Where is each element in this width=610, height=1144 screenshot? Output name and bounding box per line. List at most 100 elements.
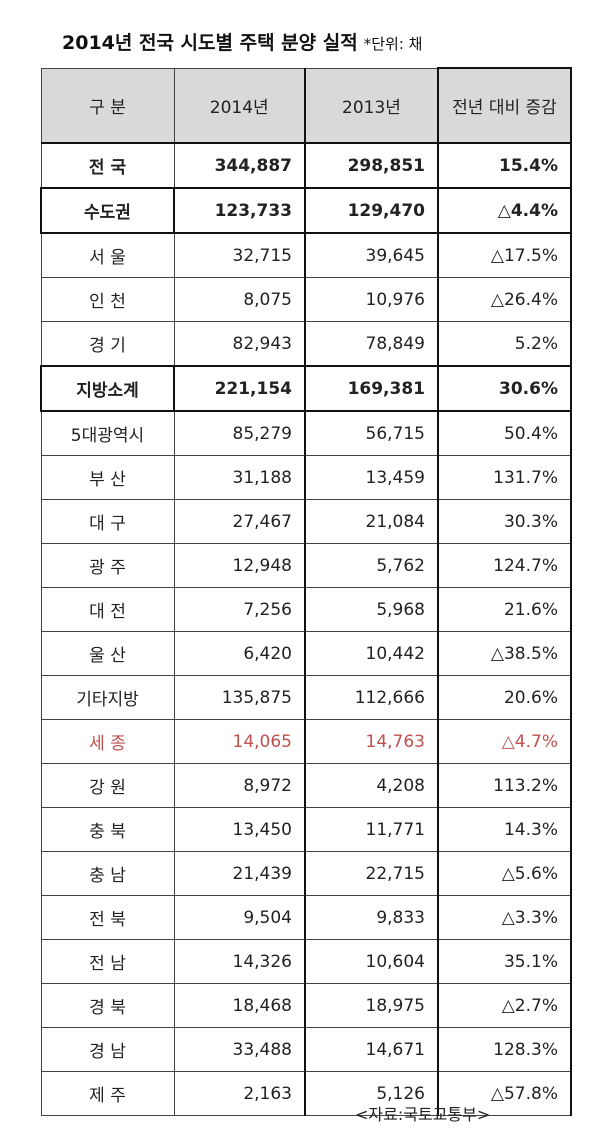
value-2013: 14,671 xyxy=(304,1027,439,1072)
value-2013: 18,975 xyxy=(304,983,439,1028)
row-label: 서 울 xyxy=(40,232,175,278)
value-2014: 14,065 xyxy=(173,719,306,764)
value-change: 20.6% xyxy=(437,675,572,720)
table-row: 지방소계 221,154 169,381 30.6% xyxy=(40,365,572,412)
value-2014: 21,439 xyxy=(173,851,306,896)
table-row: 부 산 31,188 13,459 131.7% xyxy=(40,455,572,500)
value-change: 30.6% xyxy=(437,365,572,412)
unit-note: *단위: 채 xyxy=(363,35,423,53)
value-2013: 10,604 xyxy=(304,939,439,984)
value-2013: 129,470 xyxy=(304,187,439,234)
value-2013: 78,849 xyxy=(304,321,439,367)
table-row: 전 국 344,887 298,851 15.4% xyxy=(40,142,572,189)
value-2013: 10,976 xyxy=(304,277,439,322)
row-label: 대 구 xyxy=(40,499,175,544)
value-2014: 8,972 xyxy=(173,763,306,808)
row-label: 전 국 xyxy=(40,142,175,189)
value-2014: 18,468 xyxy=(173,983,306,1028)
value-2013: 9,833 xyxy=(304,895,439,940)
table-row: 광 주 12,948 5,762 124.7% xyxy=(40,543,572,588)
value-2014: 33,488 xyxy=(173,1027,306,1072)
value-2014: 13,450 xyxy=(173,807,306,852)
value-2013: 5,762 xyxy=(304,543,439,588)
value-change: 124.7% xyxy=(437,543,572,588)
value-change: 50.4% xyxy=(437,410,572,456)
row-label: 충 북 xyxy=(40,807,175,852)
row-label: 지방소계 xyxy=(40,365,175,412)
table-row: 서 울 32,715 39,645 △17.5% xyxy=(40,232,572,278)
row-label: 경 기 xyxy=(40,321,175,367)
row-label: 경 남 xyxy=(40,1027,175,1072)
table-row: 전 남 14,326 10,604 35.1% xyxy=(40,939,572,984)
value-2014: 82,943 xyxy=(173,321,306,367)
value-change: △17.5% xyxy=(437,232,572,278)
table-row: 충 남 21,439 22,715 △5.6% xyxy=(40,851,572,896)
table-row: 대 전 7,256 5,968 21.6% xyxy=(40,587,572,632)
row-label: 수도권 xyxy=(40,187,175,234)
row-label: 부 산 xyxy=(40,455,175,500)
value-change: △2.7% xyxy=(437,983,572,1028)
title-text: 2014년 전국 시도별 주택 분양 실적 xyxy=(62,32,358,54)
value-2014: 123,733 xyxy=(173,187,306,234)
value-change: 5.2% xyxy=(437,321,572,367)
value-2013: 5,126 xyxy=(304,1071,439,1116)
source-note: <자료:국토교통부> xyxy=(355,1105,491,1124)
value-change: △3.3% xyxy=(437,895,572,940)
value-2013: 39,645 xyxy=(304,232,439,278)
value-2014: 32,715 xyxy=(173,232,306,278)
value-change: 14.3% xyxy=(437,807,572,852)
value-change: △4.4% xyxy=(437,187,572,234)
value-change: △38.5% xyxy=(437,631,572,676)
page-title: 2014년 전국 시도별 주택 분양 실적 *단위: 채 xyxy=(62,28,582,58)
row-label: 강 원 xyxy=(40,763,175,808)
value-2013: 4,208 xyxy=(304,763,439,808)
row-label: 광 주 xyxy=(40,543,175,588)
value-2013: 112,666 xyxy=(304,675,439,720)
value-2013: 10,442 xyxy=(304,631,439,676)
value-change: 30.3% xyxy=(437,499,572,544)
header-2014: 2014년 xyxy=(173,67,306,144)
value-2014: 9,504 xyxy=(173,895,306,940)
row-label: 대 전 xyxy=(40,587,175,632)
value-change: 113.2% xyxy=(437,763,572,808)
table-row: 강 원 8,972 4,208 113.2% xyxy=(40,763,572,808)
value-2013: 22,715 xyxy=(304,851,439,896)
value-2014: 14,326 xyxy=(173,939,306,984)
value-2014: 344,887 xyxy=(173,142,306,189)
table-row: 수도권 123,733 129,470 △4.4% xyxy=(40,187,572,234)
value-2013: 298,851 xyxy=(304,142,439,189)
value-2014: 85,279 xyxy=(173,410,306,456)
value-change: 21.6% xyxy=(437,587,572,632)
table-row: 경 남 33,488 14,671 128.3% xyxy=(40,1027,572,1072)
row-label: 제 주 xyxy=(40,1071,175,1116)
value-2013: 21,084 xyxy=(304,499,439,544)
table-row: 대 구 27,467 21,084 30.3% xyxy=(40,499,572,544)
value-2014: 12,948 xyxy=(173,543,306,588)
table-row: 5대광역시 85,279 56,715 50.4% xyxy=(40,410,572,456)
table-row: 제 주 2,163 5,126 △57.8% xyxy=(40,1071,572,1116)
value-2013: 169,381 xyxy=(304,365,439,412)
value-2014: 7,256 xyxy=(173,587,306,632)
housing-supply-table: 구 분 2014년 2013년 전년 대비 증감 전 국 344,887 298,8… xyxy=(40,67,572,1116)
value-change: △5.6% xyxy=(437,851,572,896)
value-2013: 56,715 xyxy=(304,410,439,456)
row-label: 세 종 xyxy=(40,719,175,764)
table-row: 경 기 82,943 78,849 5.2% xyxy=(40,321,572,367)
value-2013: 14,763 xyxy=(304,719,439,764)
row-label: 울 산 xyxy=(40,631,175,676)
value-change: 128.3% xyxy=(437,1027,572,1072)
row-label: 충 남 xyxy=(40,851,175,896)
table-header-row: 구 분 2014년 2013년 전년 대비 증감 xyxy=(40,67,572,144)
header-2013: 2013년 xyxy=(304,67,439,144)
value-change: 131.7% xyxy=(437,455,572,500)
table-row: 세 종 14,065 14,763 △4.7% xyxy=(40,719,572,764)
value-2013: 13,459 xyxy=(304,455,439,500)
value-2014: 8,075 xyxy=(173,277,306,322)
value-2013: 5,968 xyxy=(304,587,439,632)
table-row: 인 천 8,075 10,976 △26.4% xyxy=(40,277,572,322)
table-row: 충 북 13,450 11,771 14.3% xyxy=(40,807,572,852)
row-label: 5대광역시 xyxy=(40,410,175,456)
value-2014: 31,188 xyxy=(173,455,306,500)
row-label: 기타지방 xyxy=(40,675,175,720)
value-2013: 11,771 xyxy=(304,807,439,852)
